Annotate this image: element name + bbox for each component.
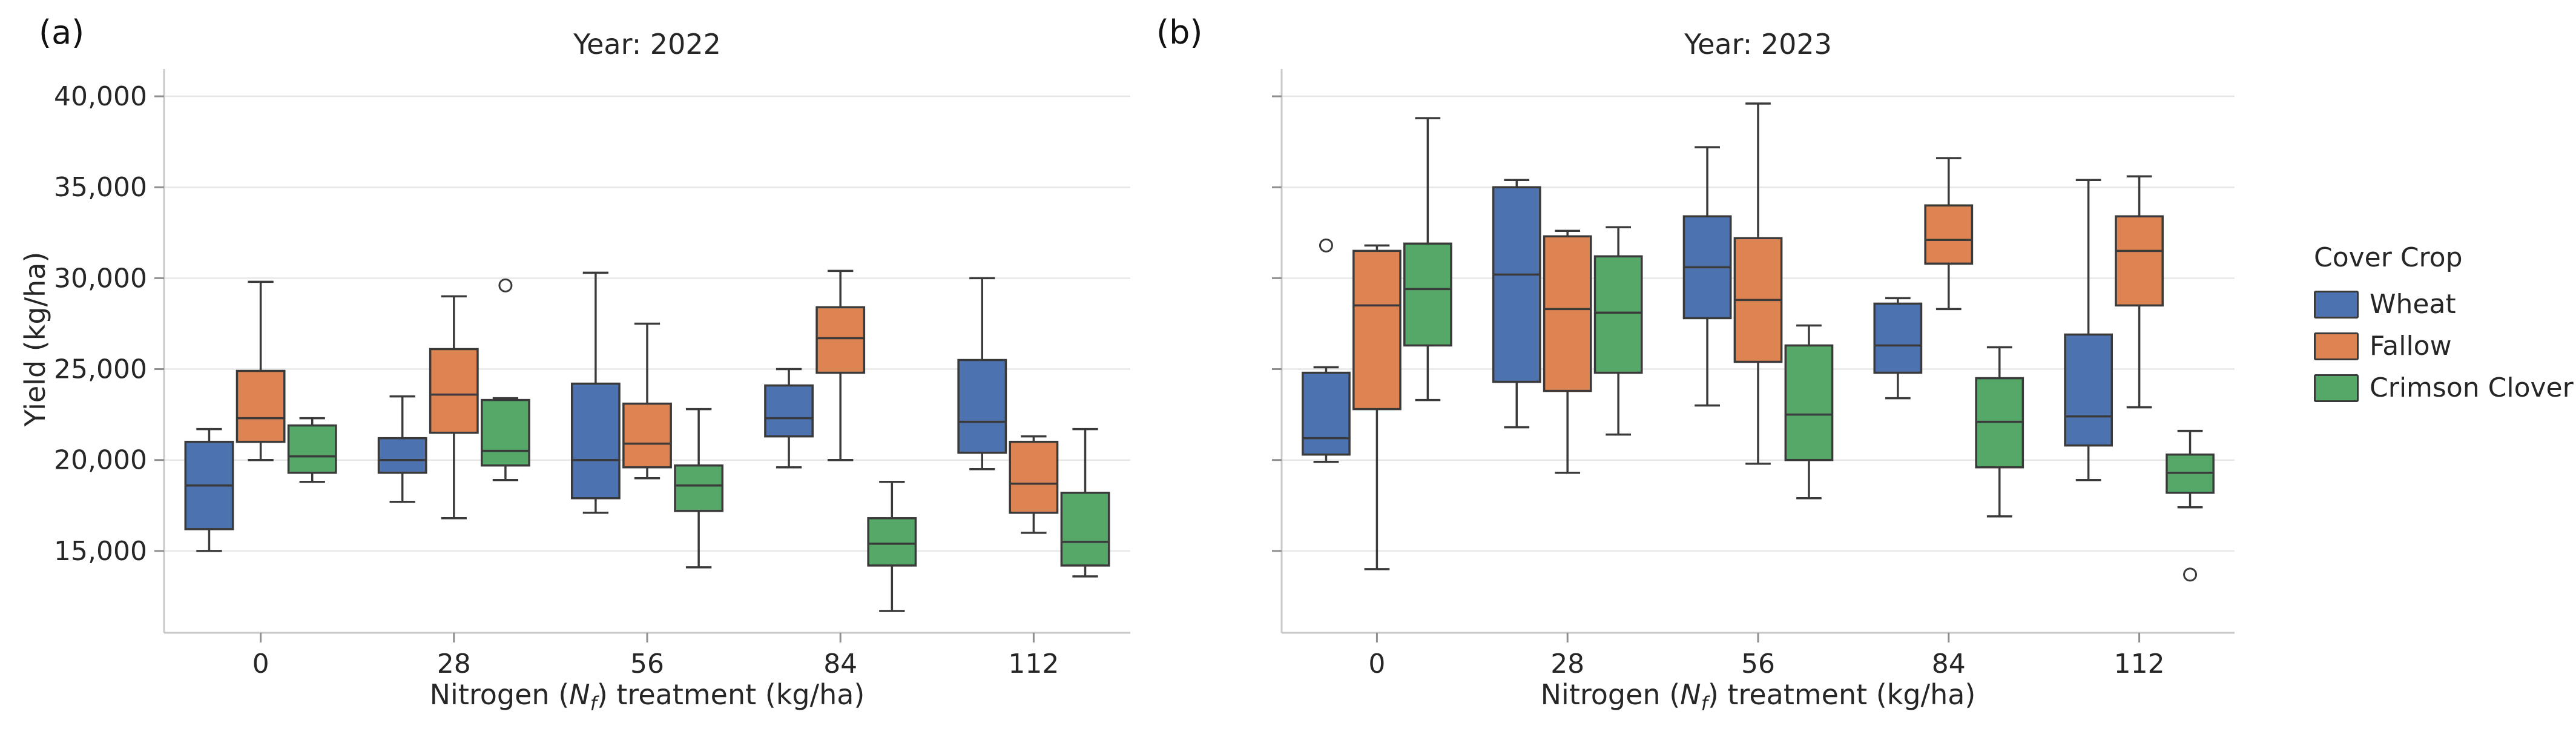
y-axis-label: Yield (kg/ha) xyxy=(19,251,51,427)
box-fallow-84 xyxy=(815,306,866,374)
x-axis-label-sub: f xyxy=(1701,692,1708,715)
box-crimson-clover-84 xyxy=(867,517,917,567)
x-axis-label-2022: Nitrogen (Nf) treatment (kg/ha) xyxy=(164,678,1130,721)
box-wheat-0 xyxy=(1302,371,1351,456)
box-fallow-28 xyxy=(1543,235,1592,392)
legend-item-crimson-clover: Crimson Clover xyxy=(2314,372,2574,403)
box-fallow-28 xyxy=(429,348,479,434)
legend-label-crimson-clover: Crimson Clover xyxy=(2370,372,2574,403)
legend: Cover Crop Wheat Fallow Crimson Clover xyxy=(2314,242,2574,414)
x-tick-label: 28 xyxy=(437,649,471,679)
fallow-swatch-icon xyxy=(2314,332,2359,360)
box-wheat-28 xyxy=(377,437,427,474)
box-fallow-112 xyxy=(2115,215,2164,307)
box-wheat-28 xyxy=(1492,186,1541,383)
y-tick-label: 25,000 xyxy=(54,354,147,385)
x-axis-label-post: ) treatment (kg/ha) xyxy=(1707,678,1976,711)
legend-label-wheat: Wheat xyxy=(2370,289,2456,320)
y-tick-label: 35,000 xyxy=(54,172,147,203)
box-wheat-84 xyxy=(1873,302,1923,374)
box-crimson-clover-28 xyxy=(1593,255,1643,374)
box-crimson-clover-56 xyxy=(1784,344,1834,461)
boxplot-panel-2023: 0 28 56 84 112 xyxy=(1272,69,2235,679)
x-axis-label-sub: f xyxy=(590,692,597,715)
x-tick-label: 112 xyxy=(1008,649,1059,679)
x-axis-label-var: N xyxy=(1680,678,1701,711)
x-axis-label-post: ) treatment (kg/ha) xyxy=(596,678,865,711)
x-tick-label: 0 xyxy=(1368,649,1385,679)
x-tick-label: 112 xyxy=(2114,649,2165,679)
panel-b-label: (b) xyxy=(1156,13,1203,51)
y-tick-label: 30,000 xyxy=(54,263,147,294)
x-axis-label-pre: Nitrogen ( xyxy=(1540,678,1681,711)
box-crimson-clover-112 xyxy=(1060,492,1110,567)
legend-item-wheat: Wheat xyxy=(2314,289,2574,320)
box-fallow-0 xyxy=(236,369,286,443)
chart-title-2023: Year: 2023 xyxy=(1684,28,1832,61)
x-tick-label: 84 xyxy=(823,649,857,679)
legend-item-fallow: Fallow xyxy=(2314,331,2574,362)
y-tick-label: 40,000 xyxy=(54,81,147,112)
box-wheat-84 xyxy=(764,384,814,438)
box-wheat-112 xyxy=(957,358,1007,454)
box-fallow-112 xyxy=(1009,440,1059,514)
crimson-clover-swatch-icon xyxy=(2314,374,2359,402)
x-tick-label: 84 xyxy=(1932,649,1966,679)
chart-title-2022: Year: 2022 xyxy=(573,28,721,61)
box-fallow-56 xyxy=(622,402,672,469)
wheat-swatch-icon xyxy=(2314,290,2359,319)
box-crimson-clover-56 xyxy=(674,464,724,512)
box-wheat-112 xyxy=(2064,333,2113,447)
box-crimson-clover-0 xyxy=(1403,242,1452,347)
y-tick-label: 15,000 xyxy=(54,536,147,567)
legend-title: Cover Crop xyxy=(2314,242,2463,273)
outlier-crimson-clover-28 xyxy=(498,278,513,292)
box-crimson-clover-28 xyxy=(481,398,530,467)
box-crimson-clover-0 xyxy=(287,424,337,474)
x-tick-label: 56 xyxy=(630,649,664,679)
box-fallow-0 xyxy=(1352,249,1402,411)
box-fallow-84 xyxy=(1924,204,1974,265)
x-axis-label-pre: Nitrogen ( xyxy=(429,678,570,711)
boxplot-panel-2022: 15,000 20,000 25,000 30,000 35,000 40,000 0 28 5… xyxy=(54,69,1130,679)
x-tick-label: 0 xyxy=(252,649,269,679)
x-tick-label: 28 xyxy=(1550,649,1584,679)
x-axis-label-var: N xyxy=(569,678,590,711)
panel-a-label: (a) xyxy=(39,13,85,51)
y-tick-label: 20,000 xyxy=(54,445,147,476)
outlier-wheat-0 xyxy=(1319,238,1333,253)
outlier-crimson-clover-112 xyxy=(2183,567,2198,582)
box-wheat-56 xyxy=(570,382,621,500)
x-axis-label-2023: Nitrogen (Nf) treatment (kg/ha) xyxy=(1282,678,2235,721)
x-tick-label: 56 xyxy=(1741,649,1775,679)
legend-label-fallow: Fallow xyxy=(2370,331,2452,362)
